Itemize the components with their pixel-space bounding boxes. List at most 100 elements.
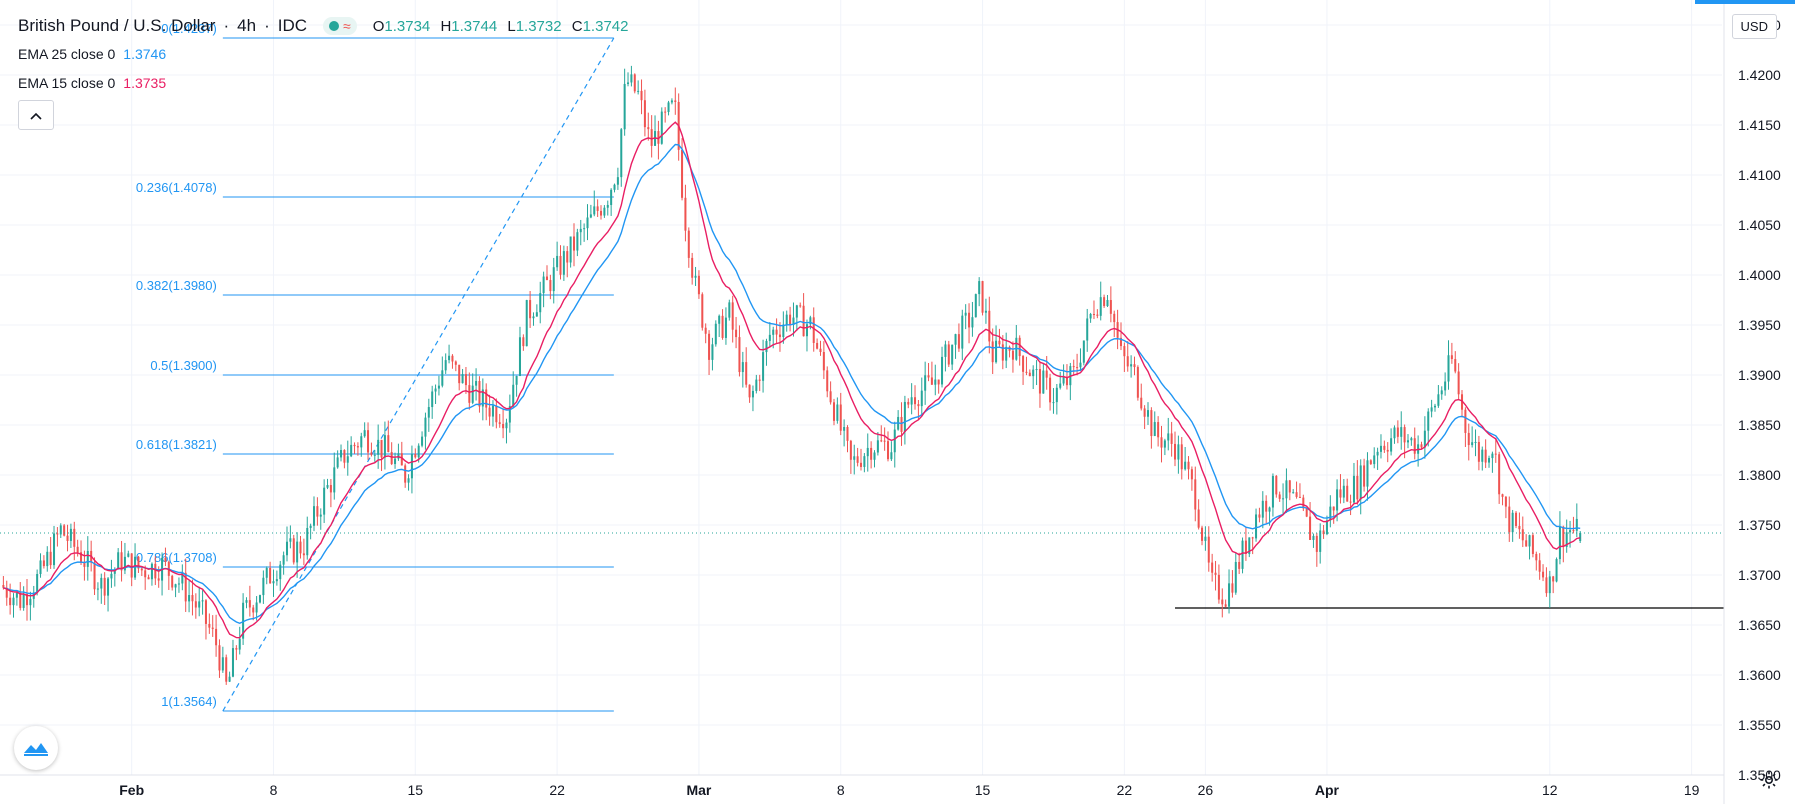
- candle-body: [76, 546, 79, 553]
- candle-body: [444, 360, 447, 371]
- candle-body: [826, 370, 829, 392]
- candle-body: [1298, 496, 1301, 498]
- candle-body: [998, 340, 1001, 345]
- settings-gear-icon[interactable]: [1759, 770, 1779, 796]
- candle-body: [1184, 461, 1187, 470]
- candle-body: [853, 456, 856, 460]
- candle-body: [2, 585, 5, 588]
- ema25-legend[interactable]: EMA 25 close 0 1.3746: [18, 46, 166, 62]
- candle-body: [316, 506, 319, 517]
- candle-body: [1521, 529, 1524, 541]
- candle-body: [1336, 489, 1339, 511]
- candle-body: [1025, 371, 1028, 373]
- candle-body: [1322, 530, 1325, 535]
- candle-body: [863, 456, 866, 467]
- candle-body: [306, 527, 309, 556]
- candle-body: [272, 581, 275, 584]
- candle-body: [1430, 407, 1433, 412]
- candle-body: [1055, 387, 1058, 403]
- candle-body: [394, 458, 397, 465]
- candle-body: [606, 204, 609, 208]
- ema15-legend[interactable]: EMA 15 close 0 1.3735: [18, 75, 166, 91]
- candle-body: [49, 551, 52, 566]
- candle-body: [1059, 383, 1062, 388]
- candle-body: [73, 528, 76, 547]
- candle-body: [1278, 494, 1281, 499]
- candle-body: [248, 600, 251, 608]
- candle-body: [1072, 366, 1075, 368]
- candle-body: [63, 525, 66, 536]
- market-status-badge[interactable]: ≈: [323, 17, 357, 35]
- candle-body: [765, 340, 768, 353]
- candle-body: [174, 584, 177, 588]
- candle-body: [211, 627, 214, 629]
- candle-body: [643, 100, 646, 128]
- candle-body: [718, 315, 721, 324]
- candle-body: [1346, 485, 1349, 502]
- time-axis[interactable]: Feb 8 15 22 Mar 8 15 22 26 Apr 12 19: [0, 774, 1724, 798]
- candle-body: [154, 563, 157, 579]
- candle-body: [924, 375, 927, 391]
- candle-body: [221, 657, 224, 671]
- candle-body: [1106, 300, 1109, 307]
- candle-body: [373, 454, 376, 456]
- currency-button[interactable]: USD: [1731, 14, 1777, 39]
- candle-body: [559, 255, 562, 275]
- candle-body: [843, 427, 846, 431]
- candle-body: [799, 305, 802, 307]
- candle-body: [1103, 297, 1106, 307]
- price-tick-label: 1.3550: [1738, 717, 1781, 733]
- candle-body: [427, 407, 430, 418]
- candle-body: [1349, 501, 1352, 503]
- candle-body: [1197, 509, 1200, 528]
- price-tick-label: 1.3500: [1738, 767, 1781, 783]
- candle-body: [802, 305, 805, 337]
- candle-body: [191, 595, 194, 602]
- candle-body: [1028, 372, 1031, 377]
- tradingview-logo-icon[interactable]: [14, 726, 58, 770]
- candle-body: [380, 439, 383, 458]
- candle-body: [1325, 520, 1328, 535]
- candle-body: [485, 389, 488, 408]
- candle-body: [1450, 355, 1453, 360]
- fibonacci-retracement[interactable]: 0(1.4237) 0.236(1.4078) 0.382(1.3980) 0.5(1…: [136, 21, 615, 712]
- candle-body: [1190, 469, 1193, 480]
- candle-body: [377, 439, 380, 455]
- candle-body: [768, 334, 771, 341]
- candle-body: [29, 598, 32, 606]
- candle-body: [9, 597, 12, 606]
- candle-body: [188, 595, 191, 602]
- candle-body: [1319, 530, 1322, 552]
- candle-body: [242, 602, 245, 639]
- candle-body: [1275, 475, 1278, 495]
- candle-body: [19, 592, 22, 608]
- close-value: 1.3742: [582, 17, 629, 35]
- candle-body: [336, 457, 339, 468]
- candle-body: [1228, 583, 1231, 607]
- candle-body: [475, 381, 478, 386]
- candle-body: [1481, 449, 1484, 462]
- candle-body: [782, 324, 785, 338]
- candle-body: [711, 344, 714, 360]
- candle-body: [343, 450, 346, 463]
- support-line[interactable]: 1.3667: [1175, 598, 1789, 618]
- ema15-label: EMA 15 close 0: [18, 75, 116, 91]
- collapse-legend-button[interactable]: [18, 100, 54, 130]
- candle-body: [873, 452, 876, 460]
- symbol-name[interactable]: British Pound / U.S. Dollar: [18, 16, 216, 35]
- interval-label[interactable]: 4h: [237, 16, 257, 35]
- candle-body: [323, 487, 326, 515]
- candle-body: [1011, 350, 1014, 360]
- candle-body: [296, 541, 299, 563]
- candle-body: [1302, 497, 1305, 509]
- candle-body: [714, 323, 717, 345]
- candle-body: [603, 207, 606, 216]
- time-tick-label: 22: [1117, 782, 1133, 798]
- price-axis[interactable]: 1.42501.42001.41501.41001.40501.40001.39…: [1723, 0, 1795, 804]
- close-label: C: [571, 17, 583, 35]
- time-tick-label: Mar: [686, 782, 711, 798]
- candle-body: [576, 232, 579, 251]
- chevron-up-icon: [30, 107, 42, 123]
- candle-body: [495, 405, 498, 423]
